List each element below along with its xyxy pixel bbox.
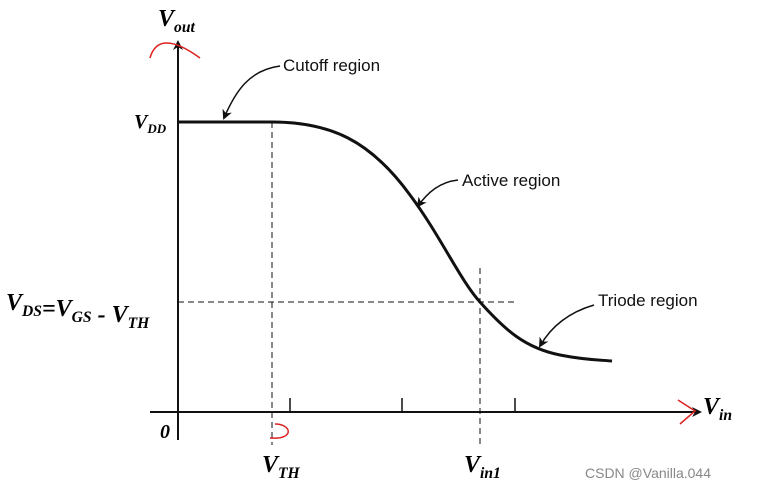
symbol-base: V [158, 6, 176, 32]
x-axis-label: Vin [703, 394, 732, 424]
transfer-curve [178, 120, 613, 363]
region-label: Cutoff region [283, 56, 380, 75]
vth-label: VTH [262, 452, 301, 482]
symbol-base: V [262, 452, 280, 478]
symbol-base: V [134, 111, 149, 133]
symbol-base: =V [42, 296, 74, 322]
annotation-arrows [222, 65, 595, 348]
region-label: Active region [462, 171, 560, 190]
symbol-base: V [703, 394, 721, 420]
vdd-label: VDD [134, 111, 167, 136]
y-axis-label: Vout [158, 6, 195, 36]
symbol-subscript: TH [278, 465, 301, 482]
symbol-subscript: out [174, 19, 195, 36]
symbol-base: V [6, 290, 24, 316]
symbol-subscript: in [719, 407, 732, 424]
symbol-subscript: TH [128, 315, 151, 332]
symbol-base: - V [92, 302, 130, 328]
symbol-subscript: DS [21, 303, 42, 320]
symbol-subscript: DD [146, 121, 166, 136]
watermark: CSDN @Vanilla.044 [585, 465, 711, 481]
region-label: Triode region [598, 291, 698, 310]
vds-label: VDS=VGS - VTH [6, 290, 150, 332]
pen-marks [149, 42, 697, 439]
vin1-label: Vin1 [464, 452, 501, 482]
labels: Cutoff region Active region Triode regio… [160, 56, 711, 481]
symbol-subscript: in1 [480, 465, 501, 482]
origin-label: 0 [160, 421, 170, 443]
symbol-base: V [464, 452, 482, 478]
ticks [289, 398, 516, 412]
guides [178, 122, 518, 445]
symbol-subscript: GS [72, 309, 92, 326]
